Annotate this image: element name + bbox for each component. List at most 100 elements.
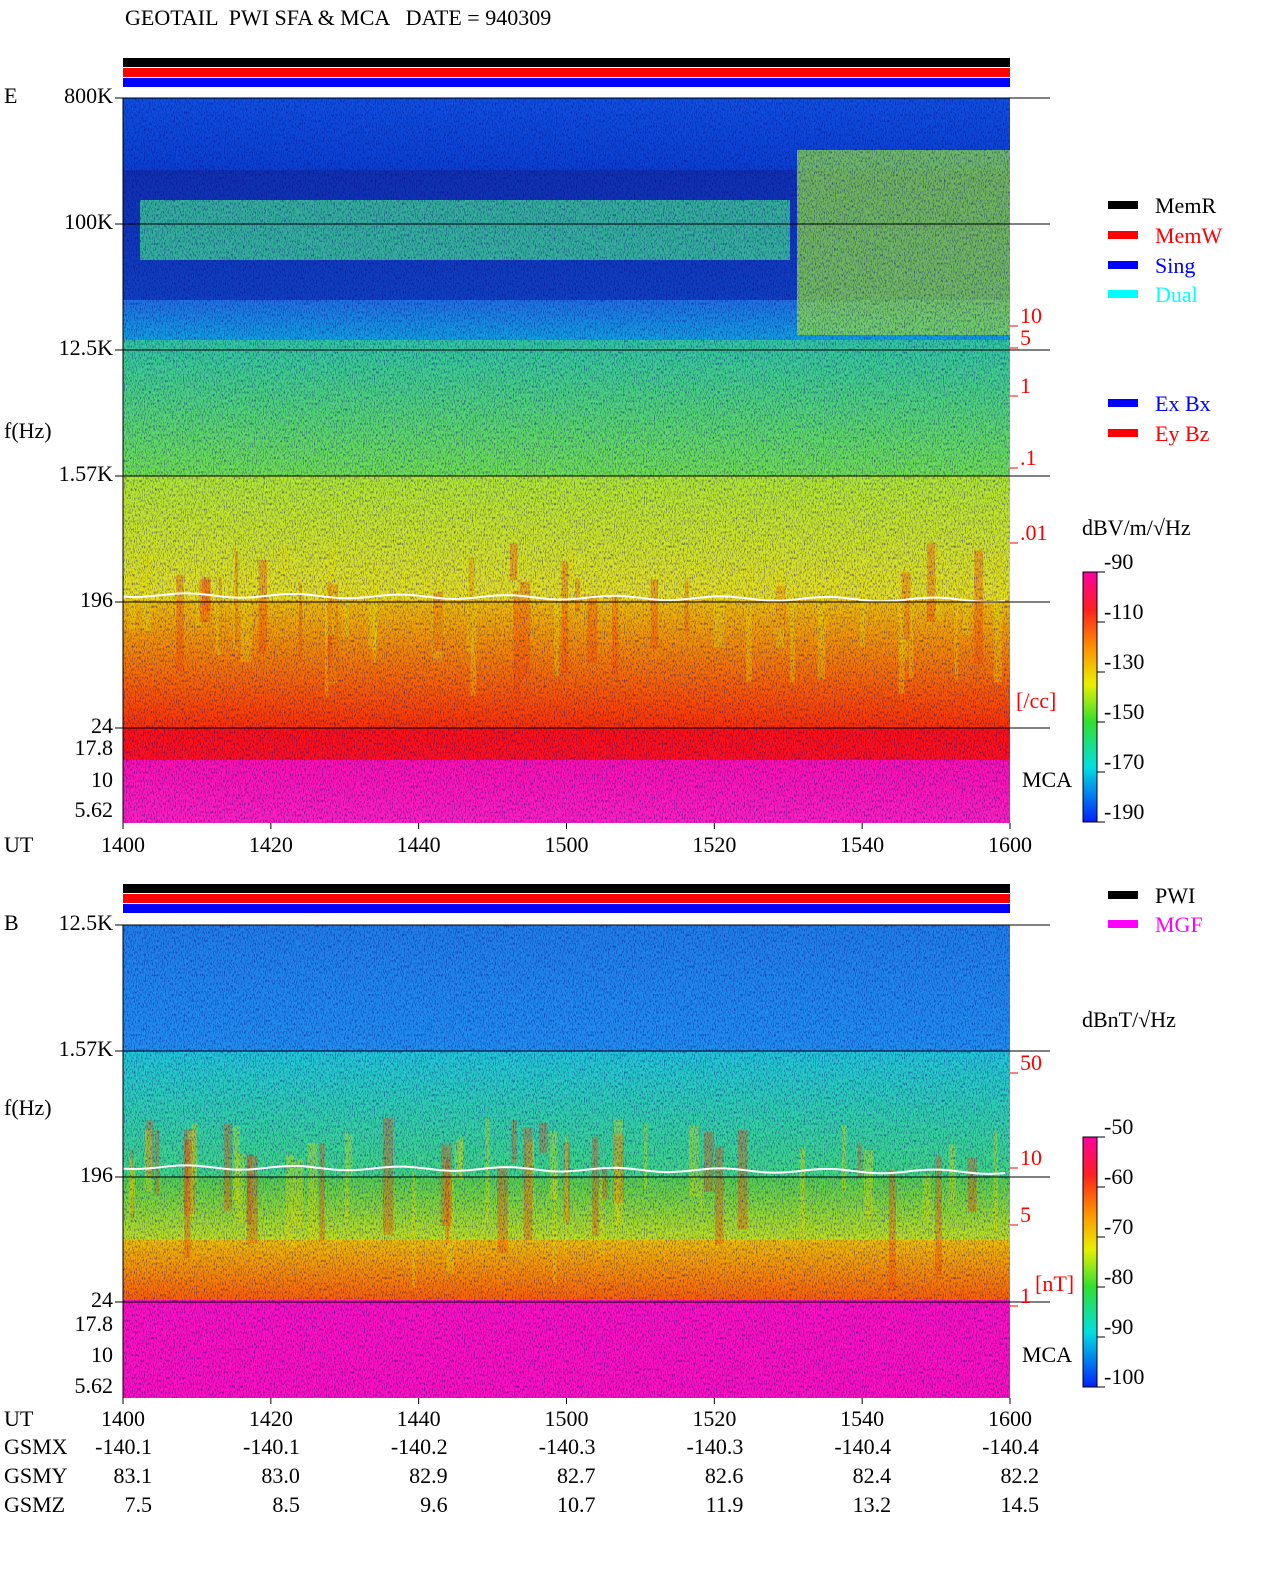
right-scale-unit: [nT]	[1035, 1271, 1074, 1296]
x-axis-label: UT	[4, 1406, 34, 1431]
x-tick-label: 1400	[101, 1406, 145, 1431]
spectrogram-noise	[123, 98, 1010, 823]
mca-label: MCA	[1022, 1342, 1072, 1367]
orbit-value: 83.0	[261, 1463, 300, 1488]
colorbar	[1082, 1136, 1098, 1388]
status-bar	[123, 68, 1010, 77]
x-tick-label: 1400	[101, 832, 145, 857]
right-scale-label: .1	[1020, 445, 1037, 470]
orbit-value: 10.7	[557, 1492, 596, 1517]
y-tick-label: 24	[91, 713, 113, 738]
orbit-value: 9.6	[420, 1492, 448, 1517]
right-scale-label: 50	[1020, 1050, 1042, 1075]
colorbar-tick-label: -70	[1104, 1214, 1133, 1239]
legend-swatch	[1108, 261, 1138, 269]
legend-swatch	[1108, 201, 1138, 209]
right-scale-label: 5	[1020, 325, 1031, 350]
y-tick-label: 1.57K	[59, 461, 114, 486]
status-bar	[123, 904, 1010, 913]
right-scale-label: .01	[1020, 520, 1048, 545]
y-tick-label: 5.62	[75, 797, 114, 822]
y-tick-label: 800K	[64, 83, 113, 108]
orbit-value: 82.4	[853, 1463, 892, 1488]
status-bar	[123, 884, 1010, 893]
right-scale-label: 10	[1020, 303, 1042, 328]
colorbar-unit: dBV/m/√Hz	[1082, 515, 1191, 540]
orbit-value: 14.5	[1001, 1492, 1040, 1517]
orbit-row-name: GSMY	[4, 1463, 68, 1488]
y-tick-label: 12.5K	[59, 335, 114, 360]
orbit-value: 82.6	[705, 1463, 744, 1488]
gyrofrequency-line	[122, 1164, 1006, 1175]
status-bar	[123, 58, 1010, 67]
x-tick-label: 1440	[397, 1406, 441, 1431]
legend-label: MemW	[1155, 223, 1222, 248]
legend-swatch	[1108, 891, 1138, 899]
orbit-value: -140.3	[539, 1434, 596, 1459]
mca-label: MCA	[1022, 767, 1072, 792]
gyrofrequency-line	[122, 592, 1006, 603]
orbit-value: -140.1	[95, 1434, 152, 1459]
orbit-value: 82.9	[409, 1463, 448, 1488]
colorbar-tick-label: -150	[1104, 699, 1144, 724]
x-tick-label: 1600	[988, 1406, 1032, 1431]
x-tick-label: 1500	[545, 832, 589, 857]
x-tick-label: 1420	[249, 832, 293, 857]
legend-swatch	[1108, 231, 1138, 239]
legend-label: MemR	[1155, 193, 1216, 218]
orbit-value: 82.7	[557, 1463, 596, 1488]
y-tick-label: 100K	[64, 209, 113, 234]
y-tick-label: 24	[91, 1287, 113, 1312]
colorbar-tick-label: -130	[1104, 649, 1144, 674]
colorbar-tick-label: -100	[1104, 1364, 1144, 1389]
spectrogram-noise	[123, 925, 1010, 1398]
orbit-value: -140.3	[687, 1434, 744, 1459]
orbit-value: 82.2	[1001, 1463, 1040, 1488]
x-tick-label: 1540	[840, 1406, 884, 1431]
right-scale-label: 1	[1020, 1283, 1031, 1308]
x-tick-label: 1540	[840, 832, 884, 857]
legend-label: Sing	[1155, 253, 1195, 278]
legend-label: MGF	[1155, 912, 1203, 937]
y-tick-label: 196	[80, 1162, 113, 1187]
colorbar-tick-label: -80	[1104, 1264, 1133, 1289]
legend-label: Ey Bz	[1155, 421, 1210, 446]
spectrogram	[122, 98, 1010, 823]
right-scale-label: 1	[1020, 373, 1031, 398]
colorbar-tick-label: -90	[1104, 549, 1133, 574]
legend-swatch	[1108, 399, 1138, 407]
right-scale-unit: [/cc]	[1016, 688, 1056, 713]
orbit-value: 13.2	[853, 1492, 892, 1517]
y-tick-label: 10	[91, 1342, 113, 1367]
spectrogram	[122, 925, 1010, 1398]
colorbar-tick-label: -190	[1104, 799, 1144, 824]
orbit-value: 7.5	[125, 1492, 153, 1517]
status-bar	[123, 894, 1010, 903]
x-tick-label: 1500	[545, 1406, 589, 1431]
orbit-value: -140.1	[243, 1434, 300, 1459]
y-tick-label: 12.5K	[59, 910, 114, 935]
y-tick-label: 1.57K	[59, 1036, 114, 1061]
title: GEOTAIL PWI SFA & MCA DATE = 940309	[125, 5, 551, 30]
colorbar-tick-label: -110	[1104, 599, 1144, 624]
y-tick-label: 10	[91, 767, 113, 792]
y-tick-label: 196	[80, 587, 113, 612]
orbit-value: 83.1	[114, 1463, 153, 1488]
colorbar-tick-label: -90	[1104, 1314, 1133, 1339]
colorbar-unit: dBnT/√Hz	[1082, 1007, 1176, 1032]
panel-label: B	[4, 910, 19, 935]
y-axis-label: f(Hz)	[4, 418, 52, 443]
legend-label: Ex Bx	[1155, 391, 1211, 416]
status-bar	[123, 78, 1010, 87]
orbit-value: 8.5	[272, 1492, 300, 1517]
x-tick-label: 1600	[988, 832, 1032, 857]
orbit-row-name: GSMZ	[4, 1492, 65, 1517]
orbit-value: 11.9	[706, 1492, 744, 1517]
panel-label: E	[4, 83, 17, 108]
legend-swatch	[1108, 429, 1138, 437]
x-tick-label: 1440	[397, 832, 441, 857]
orbit-value: -140.2	[391, 1434, 448, 1459]
y-axis-label: f(Hz)	[4, 1095, 52, 1120]
colorbar	[1082, 571, 1098, 823]
colorbar-tick-label: -60	[1104, 1164, 1133, 1189]
